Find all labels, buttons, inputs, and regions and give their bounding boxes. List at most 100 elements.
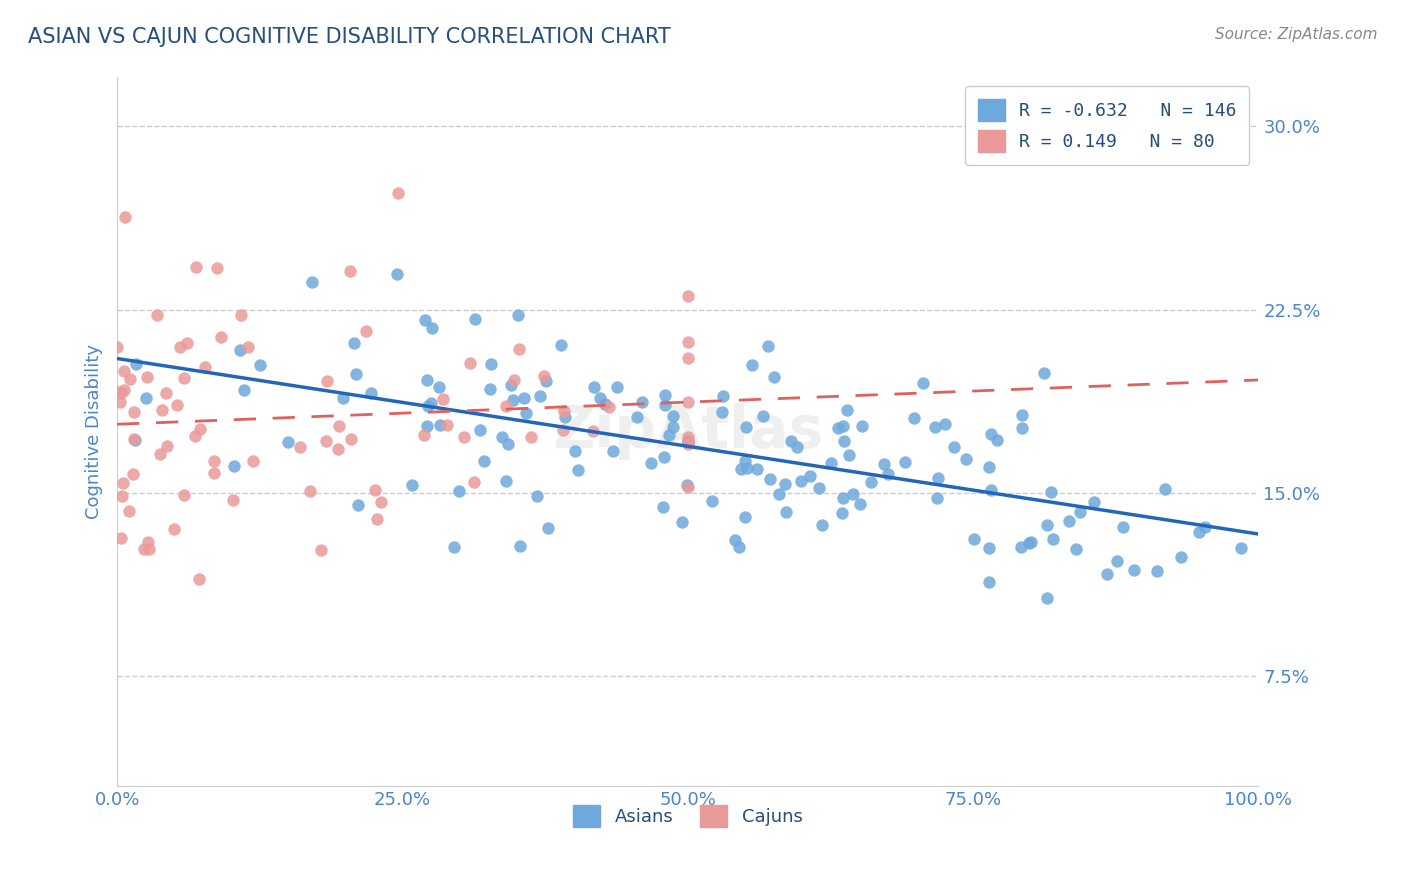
Point	[626, 409, 648, 424]
Point	[1122, 563, 1144, 577]
Point	[595, 397, 617, 411]
Point	[114, 210, 136, 224]
Point	[328, 419, 350, 434]
Point	[108, 395, 131, 409]
Point	[979, 541, 1001, 555]
Point	[436, 417, 458, 432]
Point	[138, 541, 160, 556]
Point	[298, 483, 321, 498]
Point	[554, 410, 576, 425]
Point	[202, 454, 225, 468]
Point	[354, 324, 377, 338]
Point	[582, 425, 605, 439]
Point	[209, 330, 232, 344]
Point	[553, 404, 575, 418]
Point	[811, 518, 834, 533]
Point	[315, 434, 337, 448]
Point	[676, 434, 699, 448]
Text: Source: ZipAtlas.com: Source: ZipAtlas.com	[1215, 27, 1378, 42]
Point	[676, 435, 699, 450]
Point	[496, 436, 519, 450]
Point	[443, 540, 465, 554]
Point	[851, 419, 873, 434]
Point	[925, 491, 948, 505]
Point	[277, 434, 299, 449]
Point	[1064, 541, 1087, 556]
Point	[427, 380, 450, 394]
Point	[110, 385, 132, 400]
Point	[1039, 485, 1062, 500]
Point	[977, 460, 1000, 475]
Y-axis label: Cognitive Disability: Cognitive Disability	[86, 344, 103, 519]
Point	[502, 372, 524, 386]
Point	[676, 437, 699, 451]
Point	[602, 444, 624, 458]
Point	[1069, 505, 1091, 519]
Point	[479, 357, 502, 371]
Point	[515, 407, 537, 421]
Point	[529, 389, 551, 403]
Point	[332, 391, 354, 405]
Point	[582, 380, 605, 394]
Point	[551, 423, 574, 437]
Point	[1018, 535, 1040, 549]
Point	[654, 388, 676, 402]
Point	[173, 488, 195, 502]
Point	[1033, 367, 1056, 381]
Point	[519, 430, 541, 444]
Point	[1170, 549, 1192, 564]
Point	[508, 343, 530, 357]
Point	[513, 392, 536, 406]
Point	[236, 340, 259, 354]
Point	[894, 455, 917, 469]
Point	[1083, 495, 1105, 509]
Point	[156, 438, 179, 452]
Point	[534, 374, 557, 388]
Point	[1146, 564, 1168, 578]
Point	[412, 427, 434, 442]
Text: ZipAtlas: ZipAtlas	[553, 403, 824, 460]
Point	[730, 462, 752, 476]
Point	[163, 522, 186, 536]
Point	[232, 383, 254, 397]
Point	[501, 378, 523, 392]
Point	[838, 448, 860, 462]
Point	[1105, 554, 1128, 568]
Point	[631, 395, 654, 409]
Point	[186, 260, 208, 274]
Point	[121, 467, 143, 482]
Point	[491, 430, 513, 444]
Point	[526, 489, 548, 503]
Point	[955, 452, 977, 467]
Point	[658, 428, 681, 442]
Point	[1011, 408, 1033, 422]
Point	[980, 426, 1002, 441]
Point	[832, 491, 855, 506]
Point	[169, 340, 191, 354]
Point	[702, 493, 724, 508]
Point	[676, 480, 699, 494]
Point	[202, 466, 225, 480]
Point	[735, 460, 758, 475]
Point	[117, 504, 139, 518]
Point	[1035, 591, 1057, 605]
Point	[1057, 515, 1080, 529]
Point	[676, 478, 699, 492]
Point	[416, 373, 439, 387]
Point	[986, 433, 1008, 447]
Point	[343, 336, 366, 351]
Point	[790, 474, 813, 488]
Point	[676, 289, 699, 303]
Point	[1042, 532, 1064, 546]
Point	[676, 351, 699, 365]
Point	[339, 263, 361, 277]
Point	[432, 392, 454, 406]
Point	[146, 308, 169, 322]
Point	[807, 481, 830, 495]
Point	[786, 440, 808, 454]
Point	[413, 312, 436, 326]
Point	[1036, 518, 1059, 533]
Point	[176, 335, 198, 350]
Point	[132, 542, 155, 557]
Point	[242, 454, 264, 468]
